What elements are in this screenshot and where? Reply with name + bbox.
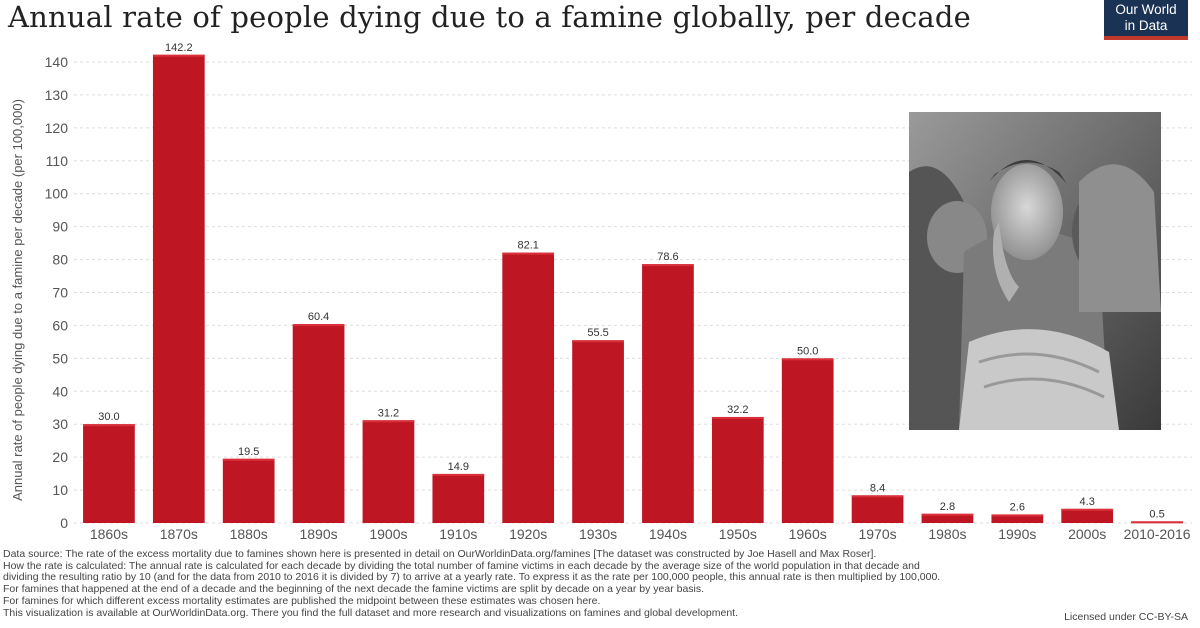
logo-line-2: in Data <box>1124 18 1168 33</box>
data-label-1910s: 14.9 <box>448 461 469 473</box>
bar-top-1940s <box>642 264 694 267</box>
bar-top-1890s <box>292 324 345 327</box>
y-tick-label: 100 <box>45 186 69 202</box>
y-tick-label: 0 <box>60 515 68 531</box>
bar-top-1960s <box>781 358 834 361</box>
x-tick-label-1900s: 1900s <box>369 526 407 542</box>
data-labels: 30.0 142.2 19.5 60.4 31.2 14.9 82.1 55.5 78.6 32.… <box>98 42 1164 521</box>
footnotes: Data source: The rate of the excess mort… <box>3 549 1197 619</box>
bars <box>83 54 1183 524</box>
y-axis-ticks: 0 10 20 30 40 50 60 70 80 90 100 110 120 130 140 <box>45 54 69 531</box>
bar-1910s <box>432 473 485 523</box>
bar-1970s <box>851 495 904 523</box>
bar-top-1920s <box>502 252 555 255</box>
y-tick-label: 140 <box>45 54 69 70</box>
bar-1990s <box>991 514 1044 523</box>
data-label-1930s: 55.5 <box>587 327 608 339</box>
bar-top-1990s <box>991 514 1044 517</box>
logo-line-1: Our World <box>1115 2 1177 17</box>
bar-top-1930s <box>572 340 624 343</box>
x-tick-label-1870s: 1870s <box>160 526 198 542</box>
data-label-2010-2016: 0.5 <box>1149 508 1164 520</box>
x-tick-label-1860s: 1860s <box>90 526 128 542</box>
y-tick-label: 20 <box>52 449 68 465</box>
bar-1980s <box>921 513 974 523</box>
bar-1860s <box>83 424 135 523</box>
x-tick-label-1880s: 1880s <box>230 526 268 542</box>
x-tick-label-1970s: 1970s <box>858 526 896 542</box>
bar-top-1860s <box>83 424 135 427</box>
y-tick-label: 40 <box>52 383 68 399</box>
data-label-1980s: 2.8 <box>940 501 955 513</box>
y-tick-label: 60 <box>52 317 68 333</box>
bar-top-1970s <box>851 495 904 498</box>
chart-title: Annual rate of people dying due to a fam… <box>8 0 972 34</box>
bar-1930s <box>572 340 624 523</box>
y-tick-label: 90 <box>52 219 68 235</box>
x-tick-label-1990s: 1990s <box>998 526 1036 542</box>
data-label-1920s: 82.1 <box>517 240 538 252</box>
data-label-2000s: 4.3 <box>1080 496 1095 508</box>
x-tick-label-1930s: 1930s <box>579 526 617 542</box>
famine-photograph <box>909 112 1161 430</box>
x-tick-label-1980s: 1980s <box>928 526 966 542</box>
y-tick-label: 70 <box>52 285 68 301</box>
bar-top-1950s <box>711 416 764 419</box>
x-tick-label-1890s: 1890s <box>299 526 337 542</box>
x-tick-label-2000s: 2000s <box>1068 526 1106 542</box>
data-label-1960s: 50.0 <box>797 345 818 357</box>
data-label-1870s: 142.2 <box>165 42 193 54</box>
x-tick-label-1910s: 1910s <box>439 526 477 542</box>
data-label-1940s: 78.6 <box>657 251 678 263</box>
bar-top-1900s <box>362 420 415 423</box>
bar-top-1980s <box>921 513 974 516</box>
license-text[interactable]: Licensed under CC-BY-SA <box>1064 611 1188 623</box>
bar-top-1880s <box>222 458 275 461</box>
bar-1950s <box>711 416 764 523</box>
x-tick-label-1960s: 1960s <box>789 526 827 542</box>
x-tick-label-1950s: 1950s <box>719 526 757 542</box>
bar-1960s <box>781 358 834 523</box>
x-tick-label-2010-2016: 2010-2016 <box>1124 526 1191 542</box>
bar-top-1870s <box>152 54 205 57</box>
note-calculation-2: dividing the resulting ratio by 10 (and … <box>3 572 941 584</box>
note-calculation: How the rate is calculated: The annual r… <box>3 560 920 572</box>
x-axis-ticks: 1860s 1870s 1880s 1890s 1900s 1910s 1920s 1930s… <box>90 526 1191 542</box>
bar-1920s <box>502 252 555 523</box>
data-label-1890s: 60.4 <box>308 311 329 323</box>
x-tick-label-1940s: 1940s <box>649 526 687 542</box>
data-label-1950s: 32.2 <box>727 404 748 416</box>
bar-1940s <box>642 264 694 523</box>
bar-1880s <box>222 458 275 523</box>
y-tick-label: 120 <box>45 120 69 136</box>
data-label-1970s: 8.4 <box>870 482 885 494</box>
data-label-1900s: 31.2 <box>378 407 399 419</box>
note-decade-split: For famines that happened at the end of … <box>3 584 705 596</box>
y-tick-label: 30 <box>52 416 68 432</box>
note-midpoint: For famines for which different excess m… <box>3 595 601 607</box>
y-tick-label: 50 <box>52 350 68 366</box>
note-availability: This visualization is available at OurWo… <box>3 607 739 619</box>
bar-2000s <box>1061 508 1114 523</box>
bar-1900s <box>362 420 415 523</box>
data-label-1880s: 19.5 <box>238 446 259 458</box>
bar-chart: 0 10 20 30 40 50 60 70 80 90 100 110 120 130 140 Annua… <box>10 42 1192 542</box>
y-tick-label: 130 <box>45 87 69 103</box>
data-label-1860s: 30.0 <box>98 411 119 423</box>
y-tick-label: 80 <box>52 252 68 268</box>
y-tick-label: 10 <box>52 482 68 498</box>
owid-logo[interactable]: Our World in Data <box>1104 0 1188 40</box>
y-axis-label: Annual rate of people dying due to a fam… <box>10 99 25 501</box>
bar-1870s <box>152 54 205 524</box>
bar-top-1910s <box>432 473 485 476</box>
data-label-1990s: 2.6 <box>1010 501 1025 513</box>
note-data-source: Data source: The rate of the excess mort… <box>3 549 877 560</box>
bar-top-2000s <box>1061 508 1114 511</box>
y-tick-label: 110 <box>46 153 69 169</box>
x-tick-label-1920s: 1920s <box>509 526 547 542</box>
bar-1890s <box>292 324 345 523</box>
bar-top-2010-2016 <box>1131 521 1183 524</box>
